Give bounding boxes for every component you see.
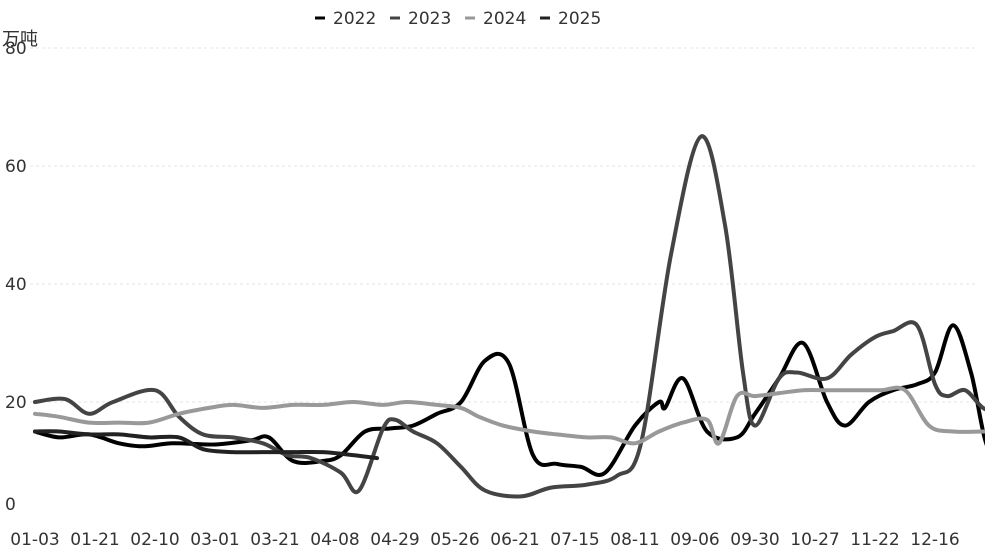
legend-label: 2023 — [408, 9, 451, 29]
series-lines — [33, 134, 985, 499]
x-tick-label: 01-03 — [10, 530, 59, 550]
x-tick-label: 04-29 — [370, 530, 419, 550]
series-line-2022 — [33, 323, 985, 477]
y-tick-label: 40 — [5, 275, 27, 295]
x-tick-label: 10-27 — [790, 530, 839, 550]
x-tick-label: 01-21 — [70, 530, 119, 550]
series-line-2024 — [33, 385, 985, 446]
x-tick-label: 08-11 — [610, 530, 659, 550]
x-tick-label: 02-10 — [130, 530, 179, 550]
x-axis-ticks: 01-03 01-21 02-10 03-01 03-21 04-08 04-29 05-26… — [10, 530, 959, 550]
series-line-2025 — [33, 429, 379, 461]
series-line-2023 — [33, 134, 985, 499]
legend-label: 2024 — [483, 9, 526, 29]
x-tick-label: 07-15 — [550, 530, 599, 550]
x-tick-label: 12-16 — [910, 530, 959, 550]
x-tick-label: 09-30 — [730, 530, 779, 550]
y-tick-label: 20 — [5, 393, 27, 413]
legend-item-2023: 2023 — [390, 9, 451, 29]
legend-label: 2025 — [558, 9, 601, 29]
x-tick-label: 03-01 — [190, 530, 239, 550]
x-tick-label: 11-22 — [850, 530, 899, 550]
legend-item-2022: 2022 — [315, 9, 376, 29]
y-axis-ticks: 0 20 40 60 80 — [5, 39, 27, 515]
x-tick-label: 03-21 — [250, 530, 299, 550]
y-tick-label: 60 — [5, 157, 27, 177]
legend-label: 2022 — [333, 9, 376, 29]
x-tick-label: 06-21 — [490, 530, 539, 550]
gridlines — [30, 47, 975, 403]
y-tick-label: 0 — [5, 495, 16, 515]
x-tick-label: 09-06 — [670, 530, 719, 550]
y-axis-unit: 万吨 — [2, 29, 38, 50]
x-tick-label: 05-26 — [430, 530, 479, 550]
y-tick-label: 80 — [5, 39, 27, 59]
legend-item-2025: 2025 — [540, 9, 601, 29]
legend-item-2024: 2024 — [465, 9, 526, 29]
legend: 2022 2023 2024 2025 — [315, 9, 601, 29]
x-tick-label: 04-08 — [310, 530, 359, 550]
